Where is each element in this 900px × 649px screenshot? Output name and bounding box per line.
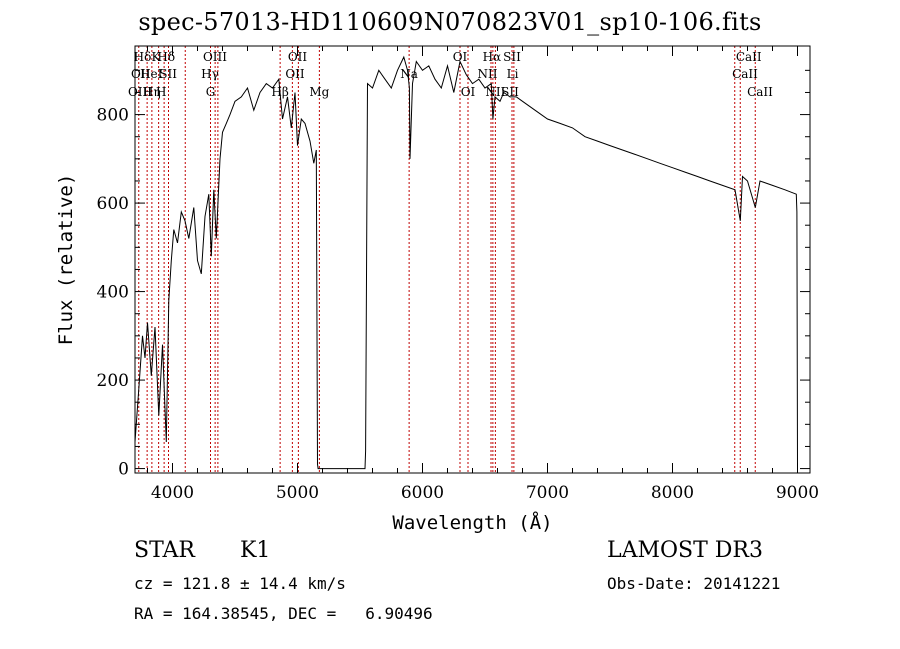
y-tick-label: 400 — [97, 283, 129, 303]
redshift-text: cz = 121.8 ± 14.4 km/s — [134, 574, 346, 593]
line-label: OII — [131, 67, 151, 81]
line-label: Na — [400, 67, 418, 81]
chart-title: spec-57013-HD110609N070823V01_sp10-106.f… — [138, 8, 762, 36]
line-label: Hδ — [134, 50, 152, 64]
line-label: Hγ — [201, 67, 219, 81]
line-label: Mg — [309, 85, 329, 99]
line-label: OII — [285, 67, 305, 81]
plot-frame — [134, 45, 811, 474]
line-label: K — [152, 50, 162, 64]
y-tick-label: 600 — [97, 194, 129, 214]
line-label: NII — [478, 67, 498, 81]
x-tick-label: 5000 — [276, 483, 319, 503]
y-tick-label: 200 — [97, 371, 129, 391]
line-label: Hα — [483, 50, 502, 64]
y-axis-label: Flux (relative) — [55, 174, 77, 346]
x-tick-label: 7000 — [526, 483, 569, 503]
line-label: OIII — [128, 85, 152, 99]
x-tick-label: 9000 — [776, 483, 819, 503]
line-label: Hη — [143, 85, 161, 99]
line-label: NII — [485, 85, 505, 99]
line-label: Hβ — [271, 85, 288, 99]
line-label: OIII — [203, 50, 227, 64]
subclass-label: K1 — [240, 538, 271, 563]
axis-ticks: 4000 5000 6000 7000 8000 9000 0 200 400 600 800 — [97, 46, 819, 503]
x-tick-label: 8000 — [651, 483, 694, 503]
line-label: SII — [503, 50, 521, 64]
spectrum-series-line — [134, 55, 798, 470]
line-label: CaII — [736, 50, 762, 64]
class-label: STAR — [134, 538, 195, 563]
obs-date-text: Obs-Date: 20141221 — [607, 574, 781, 593]
emission-line-markers — [138, 46, 756, 473]
line-label: OII — [288, 50, 308, 64]
y-tick-label: 800 — [97, 106, 129, 126]
line-label: SII — [159, 67, 177, 81]
coordinates-text: RA = 164.38545, DEC = 6.90496 — [134, 604, 433, 623]
line-label: Li — [507, 67, 519, 81]
line-label: CaII — [732, 67, 758, 81]
x-axis-label: Wavelength (Å) — [392, 511, 552, 534]
line-label: HeI — [140, 67, 163, 81]
x-tick-label: 4000 — [151, 483, 194, 503]
line-label: SII — [501, 85, 519, 99]
x-tick-label: 6000 — [401, 483, 444, 503]
line-label: G — [206, 85, 216, 99]
line-label: H — [156, 85, 166, 99]
line-label: CaII — [747, 85, 773, 99]
line-label: OI — [453, 50, 468, 64]
line-label: OI — [461, 85, 476, 99]
survey-label: LAMOST DR3 — [607, 538, 763, 563]
y-tick-label: 0 — [118, 460, 129, 480]
line-label: Hδ — [157, 50, 175, 64]
